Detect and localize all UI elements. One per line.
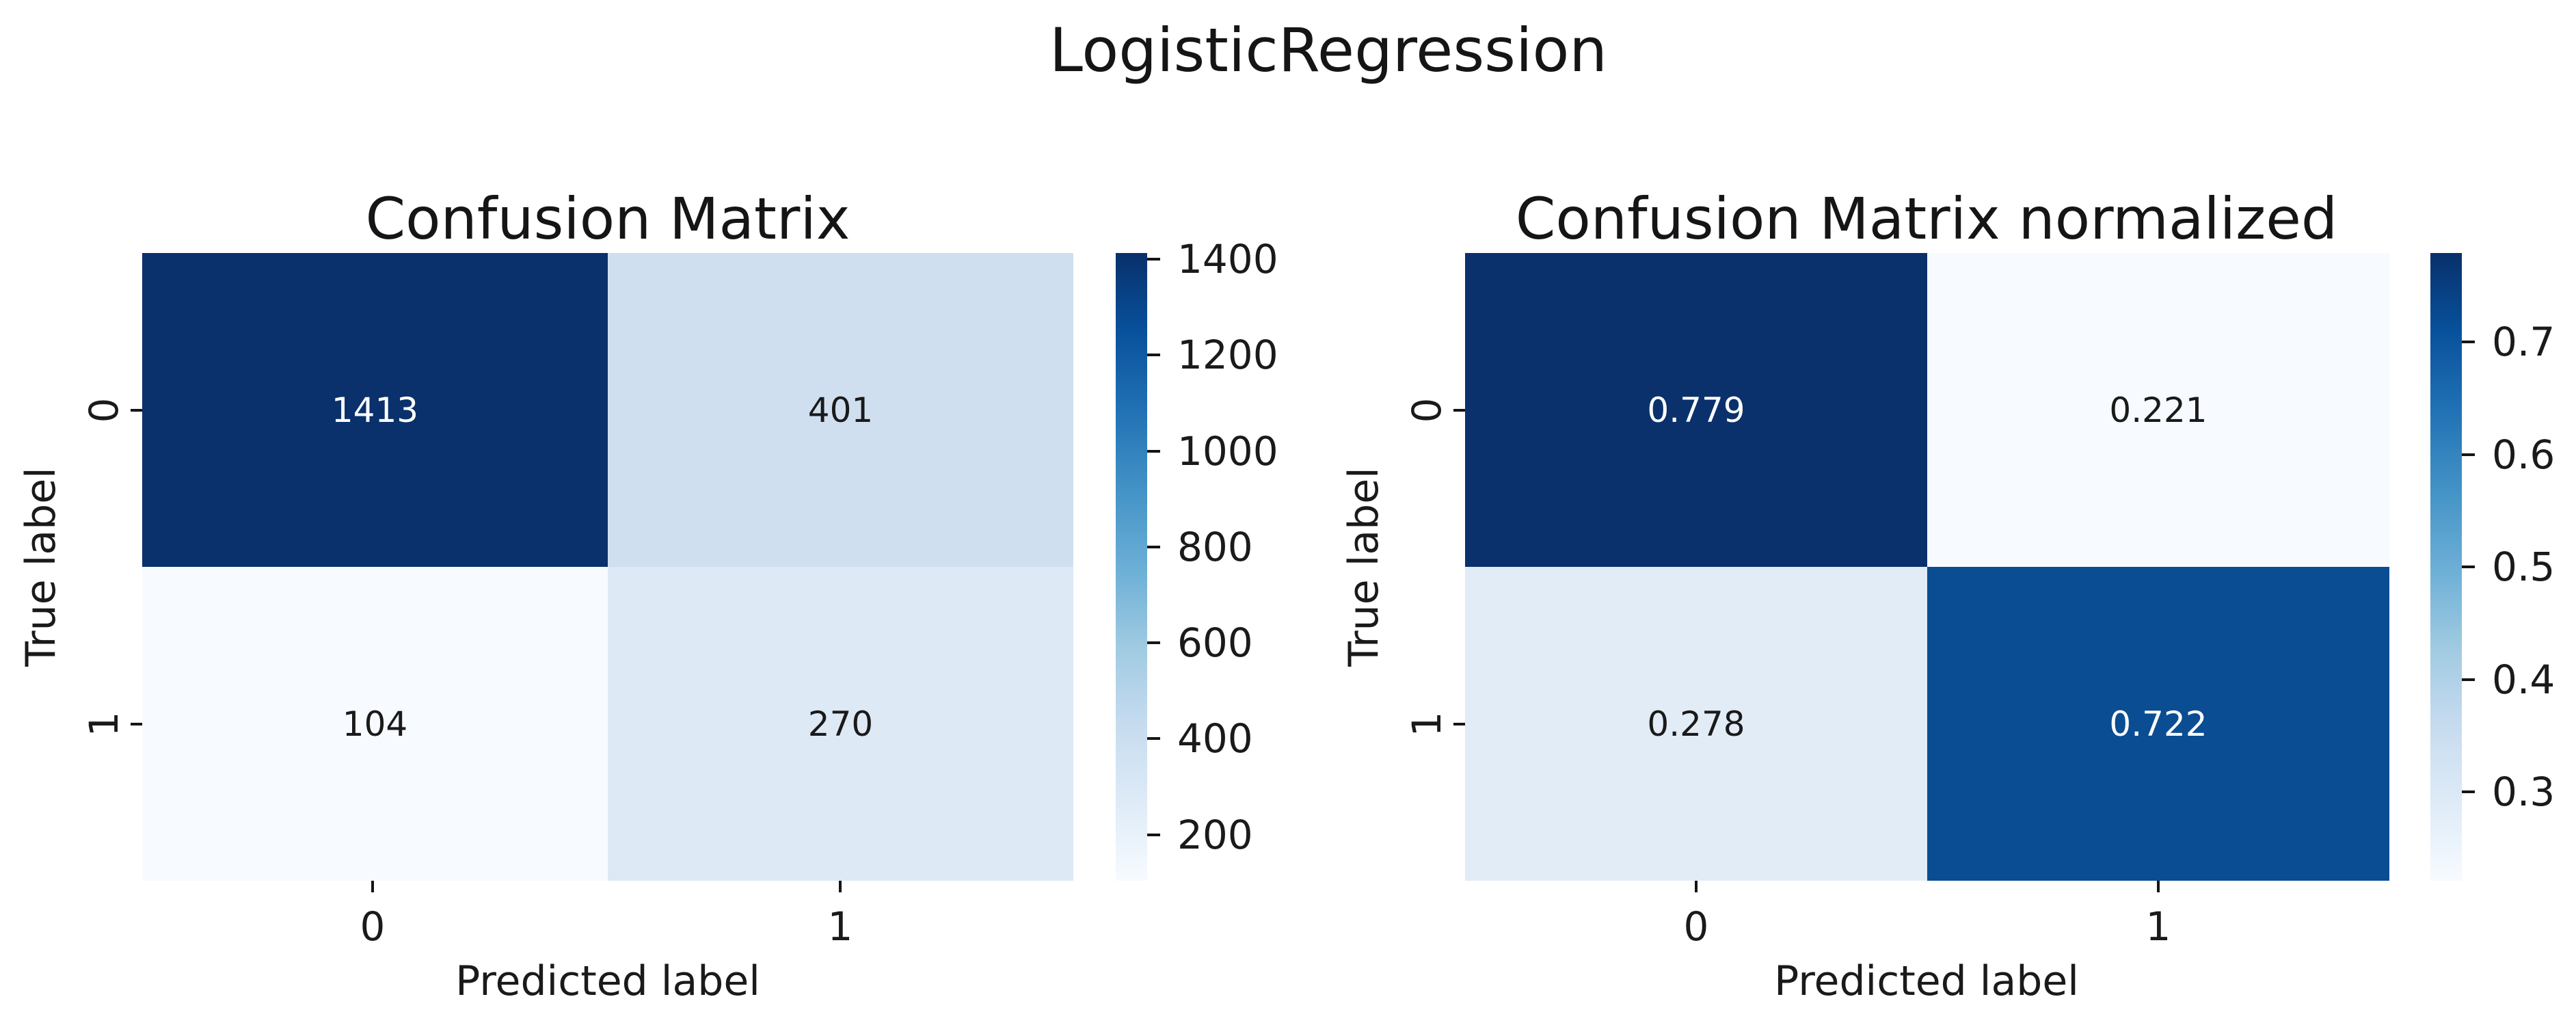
y-tick-mark [1453,409,1465,412]
y-tick-label-0: 0 [1404,397,1450,423]
x-tick-label-1: 1 [827,903,853,950]
colorbar-tick-label-800: 800 [1177,524,1253,570]
y-tick-label-0: 0 [81,397,127,423]
heatmap-cell-true1-pred1: 270 [608,567,1073,881]
heatmap-cell-true0-pred1: 401 [608,253,1073,567]
left-x-axis-label: Predicted label [455,957,760,1005]
colorbar-tick-label-600: 600 [1177,620,1253,666]
left-colorbar-gradient [1116,253,1147,881]
right-y-axis-label: True label [1340,467,1388,667]
x-tick-mark [2157,881,2160,892]
heatmap-cell-true1-pred0: 104 [142,567,608,881]
colorbar-tick-mark [2462,790,2475,793]
heatmap-cell-true0-pred0: 1413 [142,253,608,567]
left-y-axis-label: True label [17,467,65,667]
x-tick-mark [371,881,374,892]
right-heatmap: 0.779 0.221 0.278 0.722 [1465,253,2389,881]
y-tick-mark [131,409,142,412]
colorbar-tick-mark [1147,546,1160,548]
y-tick-mark [1453,723,1465,726]
colorbar-tick-mark [2462,565,2475,568]
colorbar-tick-mark [1147,354,1160,356]
heatmap-cell-true1-pred0: 0.278 [1465,567,1927,881]
x-tick-label-0: 0 [360,903,386,950]
colorbar-tick-mark [2462,453,2475,456]
colorbar-tick-label-1000: 1000 [1177,428,1278,475]
colorbar-tick-label-0.5: 0.5 [2492,544,2555,590]
heatmap-cell-true0-pred0: 0.779 [1465,253,1927,567]
right-colorbar-gradient [2430,253,2462,881]
x-tick-mark [1695,881,1698,892]
colorbar-tick-mark [1147,450,1160,453]
colorbar-tick-label-200: 200 [1177,812,1253,858]
left-heatmap: 1413 401 104 270 [142,253,1073,881]
y-tick-label-1: 1 [1404,711,1450,737]
x-tick-mark [839,881,842,892]
x-tick-label-1: 1 [2145,903,2171,950]
colorbar-tick-label-0.3: 0.3 [2492,769,2555,815]
y-tick-mark [131,723,142,726]
heatmap-cell-true0-pred1: 0.221 [1927,253,2389,567]
colorbar-tick-label-0.4: 0.4 [2492,656,2555,703]
figure-title: LogisticRegression [1049,15,1608,85]
colorbar-tick-mark [1147,641,1160,644]
colorbar-tick-label-1200: 1200 [1177,332,1278,378]
right-panel-title: Confusion Matrix normalized [1515,185,2338,252]
colorbar-tick-label-400: 400 [1177,715,1253,762]
colorbar-tick-mark [2462,678,2475,681]
colorbar-tick-mark [1147,737,1160,740]
left-panel-title: Confusion Matrix [365,185,850,252]
y-tick-label-1: 1 [81,711,127,737]
right-x-axis-label: Predicted label [1774,957,2079,1005]
colorbar-tick-label-1400: 1400 [1177,236,1278,282]
colorbar-tick-label-0.7: 0.7 [2492,319,2555,365]
x-tick-label-0: 0 [1683,903,1709,950]
colorbar-tick-mark [1147,258,1160,261]
colorbar-tick-label-0.6: 0.6 [2492,431,2555,478]
colorbar-tick-mark [2462,341,2475,343]
colorbar-tick-mark [1147,834,1160,836]
heatmap-cell-true1-pred1: 0.722 [1927,567,2389,881]
